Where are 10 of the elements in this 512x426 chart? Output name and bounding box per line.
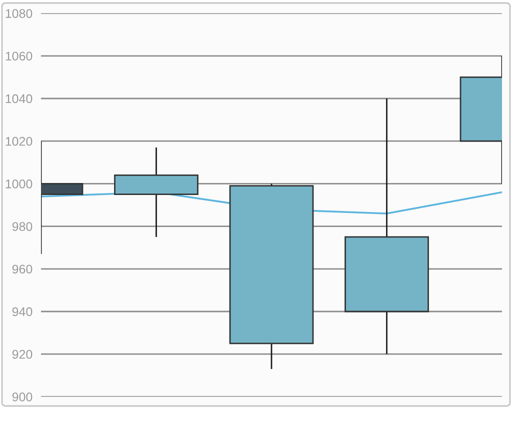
y-tick-label: 900: [12, 392, 32, 402]
y-tick-label: 1020: [6, 136, 32, 146]
y-tick-label: 940: [12, 307, 32, 316]
y-tick-label: 1060: [6, 52, 32, 61]
y-tick-label: 920: [12, 350, 32, 359]
y-tick-label: 1040: [6, 94, 32, 104]
y-tick-label: 980: [12, 222, 32, 231]
y-tick-label: 960: [12, 264, 32, 274]
y-tick-label: 1000: [6, 180, 32, 188]
y-tick-label: 1080: [6, 9, 32, 18]
